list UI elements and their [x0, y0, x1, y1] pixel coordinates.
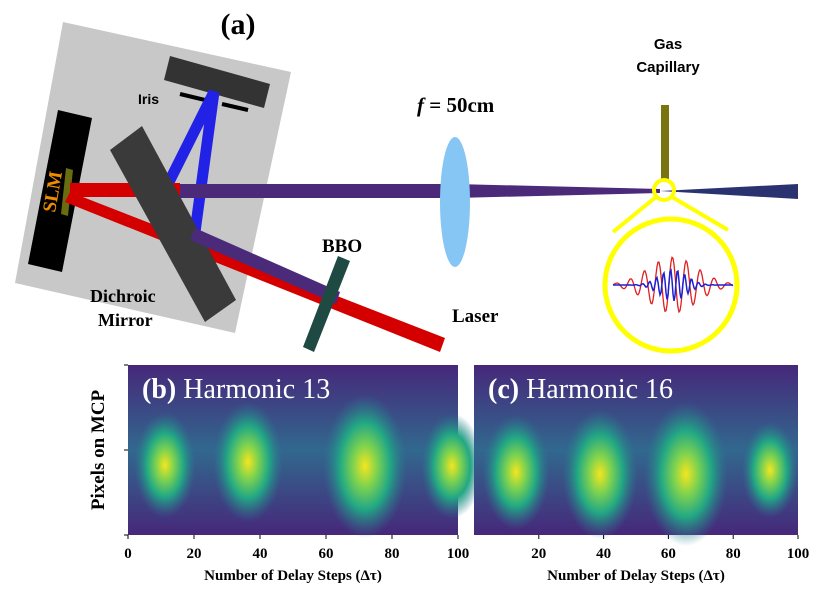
heatmap-blob [742, 422, 798, 518]
x-tick-label: 0 [124, 546, 132, 562]
lens-f: f [417, 93, 426, 117]
heatmap-blob [421, 413, 483, 519]
heatmap-blob [644, 402, 728, 546]
x-tick-label: 100 [447, 546, 470, 562]
panel-title: Harmonic 16 [526, 374, 673, 405]
heatmap-blob [562, 409, 638, 539]
iris-label: Iris [138, 91, 159, 107]
panel-label: (b) [142, 374, 176, 405]
heatmap-title: (c) Harmonic 16 [488, 374, 673, 405]
laser-label: Laser [452, 306, 499, 327]
diverging-beam [660, 184, 798, 199]
x-tick-label: 20 [531, 546, 546, 562]
capillary-label: Capillary [636, 59, 700, 76]
panel-label: (a) [221, 8, 256, 41]
lens [440, 137, 470, 267]
x-tick-label: 60 [319, 546, 334, 562]
x-tick-label: 100 [787, 546, 810, 562]
y-axis-label: Pixels on MCP [88, 389, 109, 510]
lens-label: f = 50cm [417, 93, 495, 117]
heatmaps: (b) Harmonic 13 0 20 40 60 80 100 Number of Del… [124, 365, 809, 584]
bbo-label: BBO [322, 236, 362, 257]
heatmap-title: (b) Harmonic 13 [142, 374, 330, 405]
figure: (a) Iris SLM Dichroic Mirror f = 50cm Ga… [0, 0, 820, 590]
x-tick-label: 80 [726, 546, 741, 562]
heatmap-blob [213, 402, 283, 522]
dichroic-label: Dichroic [90, 286, 156, 306]
page: (a) Iris SLM Dichroic Mirror f = 50cm Ga… [0, 0, 820, 595]
x-tick-label: 40 [596, 546, 611, 562]
heatmap-blob [482, 414, 549, 529]
x-tick-label: 60 [661, 546, 676, 562]
panel-title: Harmonic 13 [183, 374, 330, 405]
x-tick-label: 20 [187, 546, 202, 562]
lens-focal: = 50cm [429, 93, 495, 117]
x-tick-label: 80 [385, 546, 400, 562]
capillary [661, 105, 669, 180]
x-axis-label: Number of Delay Steps (Δτ) [547, 568, 725, 584]
dichroic-label: Mirror [98, 310, 153, 330]
capillary-label: Gas [654, 36, 682, 53]
x-tick-label: 40 [253, 546, 268, 562]
heatmap-blob [323, 394, 407, 538]
purple-beam [180, 184, 660, 198]
panel-label: (c) [488, 374, 519, 405]
heatmap-blob [134, 412, 196, 518]
x-axis-label: Number of Delay Steps (Δτ) [204, 568, 382, 584]
